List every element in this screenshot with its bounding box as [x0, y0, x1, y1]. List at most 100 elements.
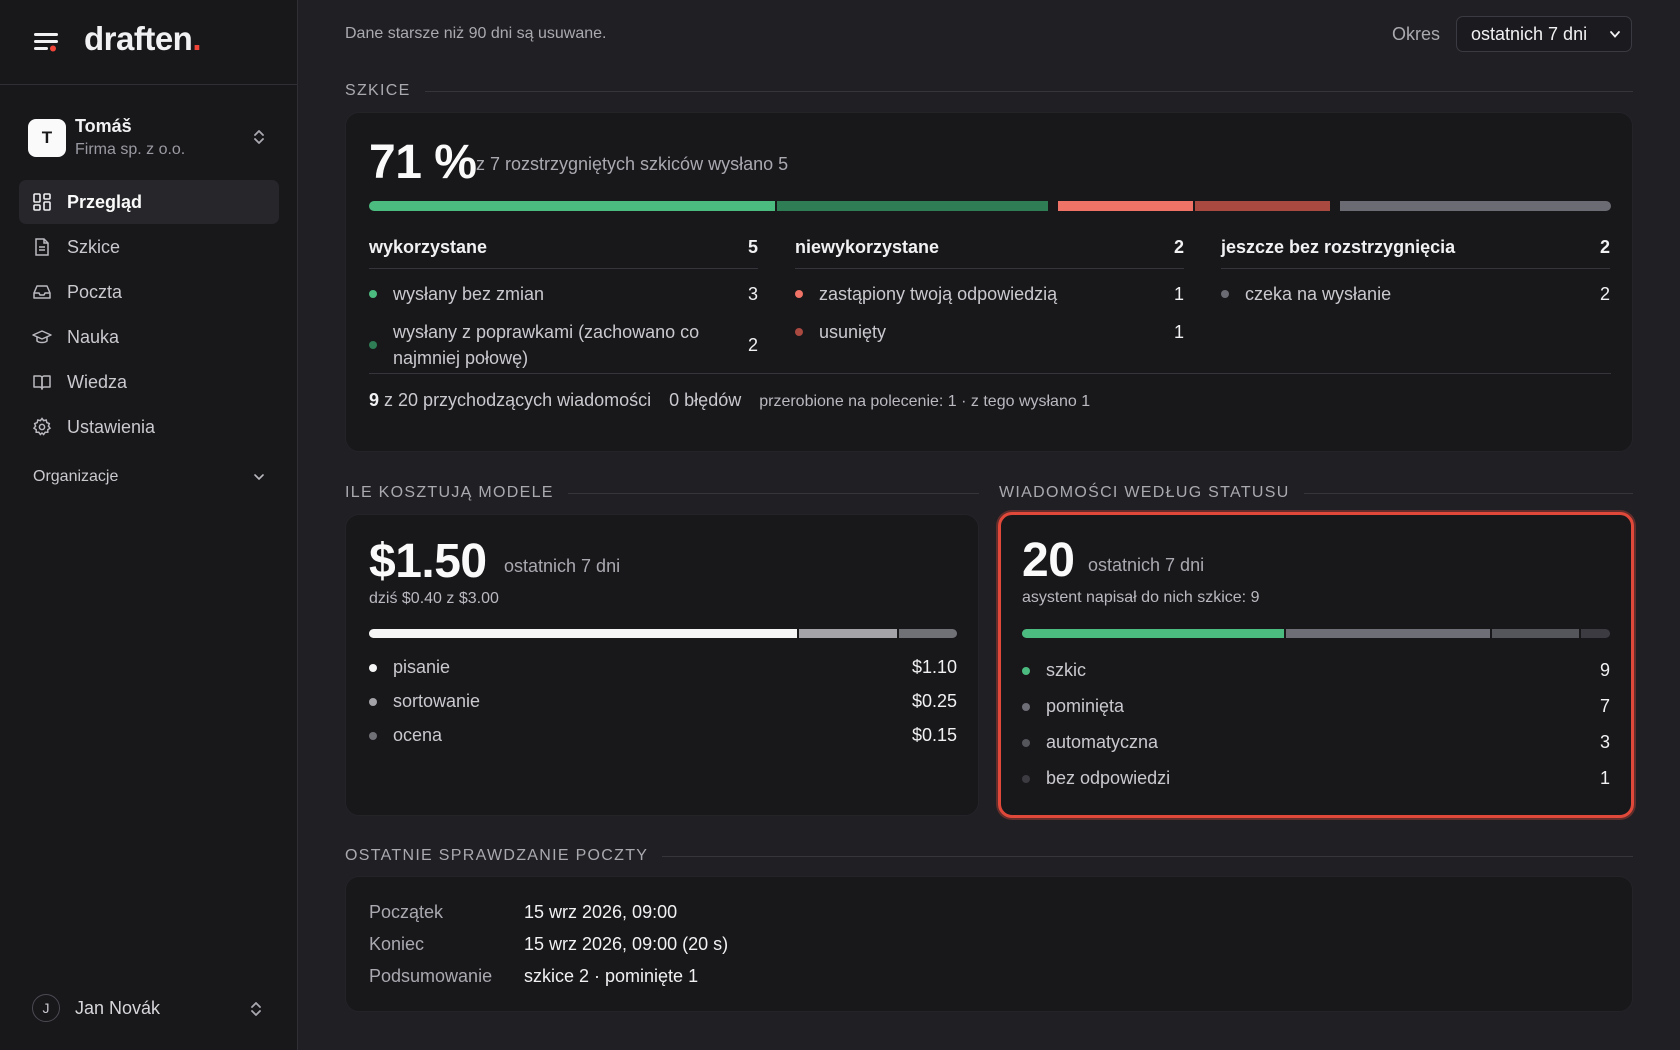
bar-segment: [1491, 629, 1579, 638]
mailcheck-key: Początek: [369, 902, 444, 922]
nav-item-nauka[interactable]: Nauka: [19, 315, 279, 359]
mailcheck-key: Koniec: [369, 934, 425, 954]
drafts-group-unused: niewykorzystane 2 zastąpiony twoją odpowi…: [795, 237, 1184, 345]
status-dot: [1221, 290, 1229, 298]
account-switcher[interactable]: T Tomáš Firma sp. z o.o.: [20, 106, 278, 170]
account-name: Tomáš: [75, 116, 132, 136]
user-menu[interactable]: J Jan Novák: [32, 994, 267, 1024]
bar-segment: [898, 629, 957, 638]
period-label: Okres: [1392, 24, 1441, 44]
nav-item-szkice[interactable]: Szkice: [19, 225, 279, 269]
group-count: 5: [747, 237, 758, 257]
bar-segment: [777, 201, 1048, 211]
main-content: Dane starsze niż 90 dni są usuwane. Okre…: [298, 0, 1680, 1050]
nav-item-label: Przegląd: [67, 191, 143, 212]
status-note: asystent napisał do nich szkice: 9: [1022, 589, 1260, 606]
nav-item-label: Wiedza: [67, 371, 128, 392]
bar-segment: [1580, 629, 1610, 638]
nav-item-label: Szkice: [67, 236, 121, 257]
item-count: 2: [1599, 283, 1610, 304]
item-value: $1.10: [911, 657, 957, 677]
section-title-text: SZKICE: [345, 82, 411, 99]
sidebar: draften. T Tomáš Firma sp. z o.o. Przegl…: [0, 0, 298, 1050]
list-item: pominięta 7: [1022, 696, 1610, 717]
section-divider: [424, 90, 1633, 92]
list-item: automatyczna 3: [1022, 732, 1610, 753]
status-card[interactable]: 20 ostatnich 7 dni asystent napisał do n…: [998, 512, 1634, 818]
nav-item-przeglad[interactable]: Przegląd: [19, 180, 279, 224]
section-title-mailcheck: OSTATNIE SPRAWDZANIE POCZTY: [345, 847, 1633, 865]
section-divider: [1303, 492, 1633, 494]
retention-notice: Dane starsze niż 90 dni są usuwane.: [345, 25, 607, 42]
user-avatar: J: [32, 994, 60, 1022]
item-count: 3: [747, 283, 758, 304]
nav-item-ustawienia[interactable]: Ustawienia: [19, 405, 279, 449]
dashboard-icon: [33, 193, 51, 211]
item-label: bez odpowiedzi: [1046, 768, 1171, 788]
brand-header: draften.: [0, 0, 297, 85]
book-icon: [33, 375, 51, 390]
list-item: wysłany bez zmian 3: [369, 281, 758, 307]
section-title-status: WIADOMOŚCI WEDŁUG STATUSU: [999, 484, 1633, 502]
group-count: 2: [1173, 237, 1184, 257]
menu-icon[interactable]: [32, 30, 60, 54]
organizations-label: Organizacje: [33, 468, 119, 485]
nav-item-poczta[interactable]: Poczta: [19, 270, 279, 314]
nav-item-label: Ustawienia: [67, 416, 156, 437]
item-value: $0.25: [911, 691, 957, 711]
drafts-card: 71 % z 7 rozstrzygniętych szkiców wysłan…: [345, 112, 1633, 452]
item-label: zastąpiony twoją odpowiedzią: [819, 284, 1058, 304]
nav-item-wiedza[interactable]: Wiedza: [19, 360, 279, 404]
group-header: niewykorzystane 2: [795, 237, 1184, 269]
list-item: szkic 9: [1022, 660, 1610, 681]
bar-segment: [1340, 201, 1611, 211]
item-label: wysłany bez zmian: [393, 284, 545, 304]
graduation-cap-icon: [32, 330, 52, 344]
list-item: pisanie $1.10: [369, 657, 957, 678]
list-item: czeka na wysłanie 2: [1221, 281, 1610, 307]
item-count: 1: [1599, 768, 1610, 788]
status-dot: [795, 328, 803, 336]
gear-icon: [32, 417, 52, 436]
bar-segment: [369, 629, 798, 638]
bar-segment: [799, 629, 897, 638]
item-count: 1: [1173, 283, 1184, 304]
costs-progress-bar: [369, 629, 957, 638]
mailcheck-key: Podsumowanie: [369, 966, 493, 986]
status-dot: [1022, 666, 1030, 675]
chevron-down-icon: [1610, 31, 1620, 38]
mailcheck-value: szkice 2 · pominięte 1: [524, 966, 699, 986]
main-nav: Przegląd Szkice Poczta Nauka Wiedza Usta…: [19, 180, 279, 450]
list-item: sortowanie $0.25: [369, 691, 957, 712]
item-label: sortowanie: [393, 691, 481, 711]
inbox-icon: [33, 285, 51, 299]
group-title: wykorzystane: [369, 237, 488, 257]
list-item: usunięty 1: [795, 319, 1184, 345]
period-select-value: ostatnich 7 dni: [1471, 24, 1588, 44]
section-title-text: ILE KOSZTUJĄ MODELE: [345, 484, 554, 501]
bar-segment: [1285, 629, 1490, 638]
bar-segment: [369, 201, 775, 211]
organizations-toggle[interactable]: Organizacje: [33, 468, 265, 486]
drafts-group-pending: jeszcze bez rozstrzygnięcia 2 czeka na wy…: [1221, 237, 1610, 307]
status-period: ostatnich 7 dni: [1088, 555, 1205, 575]
status-progress-bar: [1022, 629, 1610, 638]
brand-logo[interactable]: draften.: [84, 20, 202, 57]
costs-period: ostatnich 7 dni: [504, 556, 621, 576]
costs-today: dziś $0.40 z $3.00: [369, 590, 499, 607]
group-title: niewykorzystane: [795, 237, 940, 257]
mailcheck-card: Początek 15 wrz 2026, 09:00 Koniec 15 wrz …: [345, 876, 1633, 1012]
item-count: 9: [1599, 660, 1610, 680]
status-dot: [369, 731, 377, 740]
status-dot: [1022, 774, 1030, 783]
status-dot: [369, 341, 377, 349]
period-select[interactable]: ostatnich 7 dni: [1456, 16, 1632, 52]
item-label: czeka na wysłanie: [1245, 284, 1392, 304]
list-item: wysłany z poprawkami (zachowano co najmn…: [369, 319, 758, 371]
group-count: 2: [1599, 237, 1610, 257]
section-title-text: OSTATNIE SPRAWDZANIE POCZTY: [345, 847, 649, 864]
costs-total: $1.50: [369, 535, 487, 588]
group-title: jeszcze bez rozstrzygnięcia: [1221, 237, 1456, 257]
status-dot: [369, 290, 377, 298]
mailcheck-value: 15 wrz 2026, 09:00 (20 s): [524, 934, 729, 954]
